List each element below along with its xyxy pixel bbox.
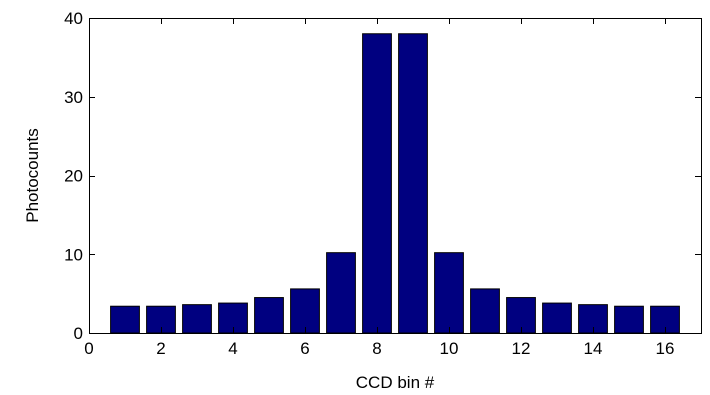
y-tick-label: 10 bbox=[64, 245, 83, 264]
x-tick-label: 8 bbox=[372, 339, 381, 358]
y-tick-label: 30 bbox=[64, 88, 83, 107]
bar bbox=[182, 304, 212, 334]
bar bbox=[110, 305, 140, 334]
y-tick-label: 40 bbox=[64, 9, 83, 28]
x-tick-label: 4 bbox=[228, 339, 237, 358]
bar bbox=[362, 33, 392, 334]
bar bbox=[470, 288, 500, 334]
y-tick-label: 0 bbox=[74, 324, 83, 343]
bar bbox=[290, 288, 320, 334]
x-tick-label: 10 bbox=[440, 339, 459, 358]
y-axis-ticks: 0 10 20 30 40 bbox=[64, 9, 701, 343]
bar bbox=[542, 302, 572, 334]
x-tick-label: 6 bbox=[300, 339, 309, 358]
x-axis-label: CCD bin # bbox=[356, 373, 435, 392]
bar bbox=[398, 33, 428, 334]
bar bbox=[326, 252, 356, 334]
y-axis-label: Photocounts bbox=[23, 128, 42, 223]
x-tick-label: 16 bbox=[656, 339, 675, 358]
plot-area-frame bbox=[89, 18, 702, 334]
bar bbox=[254, 297, 284, 334]
x-tick-label: 12 bbox=[512, 339, 531, 358]
x-tick-label: 2 bbox=[156, 339, 165, 358]
y-tick-label: 20 bbox=[64, 167, 83, 186]
bar bbox=[614, 305, 644, 334]
x-tick-label: 0 bbox=[84, 339, 93, 358]
bar-group bbox=[110, 33, 680, 334]
bar bbox=[434, 252, 464, 334]
x-tick-label: 14 bbox=[584, 339, 603, 358]
